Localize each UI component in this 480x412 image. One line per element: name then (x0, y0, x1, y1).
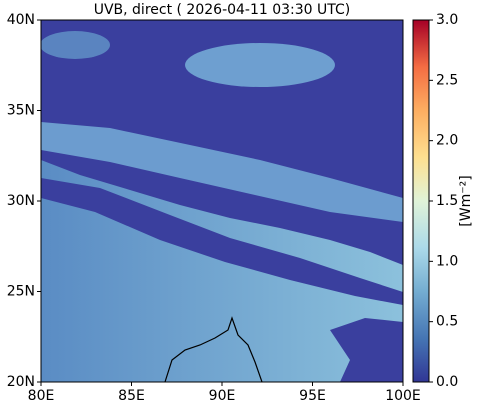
title: UVB, direct ( 2026-04-11 03:30 UTC) (94, 2, 351, 18)
colorbar-tick-label: 1.0 (436, 253, 458, 269)
colorbar-tick-label: 3.0 (436, 12, 458, 28)
coastline (164, 316, 263, 382)
cloud-gap (41, 31, 110, 59)
y-tick-label: 25N (7, 284, 35, 300)
x-tick-label: 85E (118, 388, 145, 404)
x-tick-label: 95E (299, 388, 326, 404)
x-tick-label: 90E (209, 388, 236, 404)
colorbar-tick-label: 2.5 (436, 72, 458, 88)
y-tick-label: 20N (7, 374, 35, 390)
colorbar-tick-label: 0.5 (436, 314, 458, 330)
x-tick-label: 100E (385, 388, 421, 404)
map-field (41, 20, 403, 382)
cloud-gap (185, 43, 335, 87)
colorbar (412, 19, 430, 383)
colorbar-tick-label: 0.0 (436, 374, 458, 390)
cloud-gap (41, 122, 403, 222)
y-tick-label: 35N (7, 103, 35, 119)
cloud (330, 318, 403, 382)
y-tick-label: 30N (7, 193, 35, 209)
x-tick-label: 80E (28, 388, 55, 404)
colorbar-tick-label: 1.5 (436, 193, 458, 209)
colorbar-tick-label: 2.0 (436, 133, 458, 149)
colorbar-label: [Wm⁻²] (458, 175, 474, 226)
y-tick-label: 40N (7, 12, 35, 28)
cloud (41, 178, 403, 305)
